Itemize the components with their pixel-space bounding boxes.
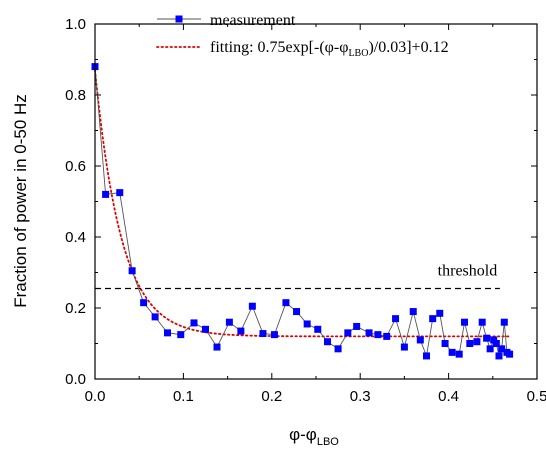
threshold-label: threshold (438, 262, 498, 279)
measurement-point (237, 327, 245, 335)
measurement-point (423, 352, 430, 360)
measurement-point (448, 348, 456, 356)
measurement-point (416, 336, 424, 344)
measurement-point (429, 315, 437, 323)
y-tick-label: 0.0 (65, 371, 86, 388)
measurement-point (492, 340, 500, 347)
measurement-point (151, 313, 159, 321)
legend-measurement-label: measurement (210, 12, 296, 29)
measurement-point (163, 329, 171, 337)
measurement-point (282, 299, 290, 307)
y-tick-label: 0.2 (65, 300, 86, 317)
threshold-layer: threshold (95, 262, 500, 290)
fitting-curve (94, 69, 512, 338)
legend-fitting-label: fitting: 0.75exp[-(φ-φLBO)/0.03]+0.12 (210, 39, 449, 59)
measurement-point (323, 338, 331, 346)
measurement-point (495, 352, 503, 360)
axes-layer: 0.0 0.1 0.2 0.3 0.4 0.5 0.0 0.2 0.4 0.6 0.8 1.0 (65, 16, 546, 405)
measurement-point (140, 299, 148, 307)
measurement-line (94, 66, 510, 358)
measurement-point (506, 350, 514, 358)
measurement-point (473, 338, 481, 346)
measurement-point (353, 322, 361, 330)
measurement-point (383, 332, 391, 340)
x-axis-title: φ-φLBO (289, 425, 339, 448)
x-axis-title-sub: LBO (317, 436, 339, 448)
legend-measurement-marker (175, 15, 183, 23)
measurement-point (303, 320, 311, 328)
y-tick-label: 0.4 (65, 229, 86, 246)
x-tick-label: 0.3 (350, 388, 371, 405)
measurement-point (116, 189, 124, 197)
x-tick-label: 0.2 (261, 388, 282, 405)
legend-fitting-label-sub: LBO (348, 48, 368, 59)
measurement-point (436, 309, 444, 317)
measurement-point (486, 345, 494, 353)
measurement-point (374, 331, 382, 339)
measurement-point (102, 190, 110, 198)
measurement-point (365, 329, 373, 337)
measurement-point (441, 340, 449, 347)
measurement-point (409, 308, 417, 316)
y-tick-label: 1.0 (65, 16, 86, 33)
measurement-point (490, 336, 498, 344)
series-layer (91, 63, 514, 360)
measurement-point (466, 340, 474, 347)
measurement-point (455, 350, 463, 358)
measurement-point (202, 325, 209, 333)
measurement-point (400, 343, 408, 351)
y-axis-title: Fraction of power in 0-50 Hz (11, 94, 30, 308)
measurement-point (270, 331, 278, 339)
y-tick-label: 0.6 (65, 158, 86, 175)
measurement-point (128, 267, 136, 275)
measurement-point (498, 345, 506, 353)
y-tick-label: 0.8 (65, 87, 86, 104)
measurement-point (461, 318, 469, 326)
measurement-point (392, 315, 400, 323)
measurement-point (248, 302, 256, 310)
x-tick-label: 0.4 (438, 388, 459, 405)
measurement-point (190, 319, 198, 327)
x-tick-label: 0.5 (527, 388, 546, 405)
measurement-point (225, 318, 233, 326)
measurement-point (177, 331, 185, 339)
fit-layer (94, 69, 512, 338)
measurement-point (334, 345, 342, 353)
x-tick-label: 0.0 (85, 388, 106, 405)
measurement-point (293, 308, 301, 316)
measurement-point (259, 330, 267, 338)
legend-fitting-label-main: fitting: 0.75exp[-(φ-φ (210, 39, 348, 56)
measurement-point (314, 325, 322, 333)
measurement-point (213, 343, 221, 351)
measurement-point (500, 318, 508, 326)
measurement-point (478, 318, 486, 326)
measurement-point (483, 334, 491, 342)
x-axis-title-main: φ-φ (289, 425, 317, 444)
measurement-point (344, 329, 352, 337)
x-tick-label: 0.1 (173, 388, 194, 405)
legend-fitting-label-tail: )/0.03]+0.12 (368, 39, 448, 56)
legend: measurement fitting: 0.75exp[-(φ-φLBO)/0.… (156, 12, 449, 59)
plot-frame (94, 23, 538, 380)
